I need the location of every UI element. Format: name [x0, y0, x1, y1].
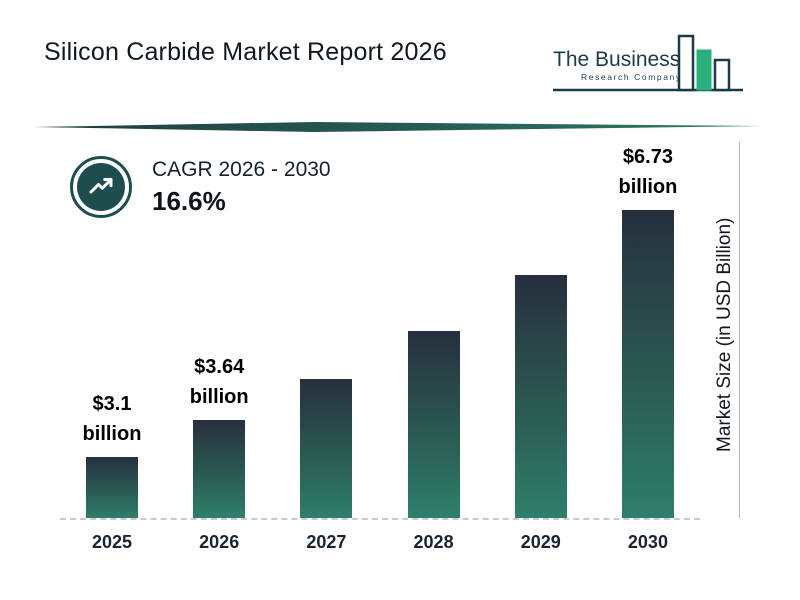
page-title: Silicon Carbide Market Report 2026: [44, 38, 447, 66]
x-axis-label: 2026: [199, 532, 240, 552]
bar-value-label: $3.1 billion: [82, 393, 142, 445]
logo-bars-icon: [553, 34, 743, 92]
bar-column: [382, 331, 486, 518]
cagr-texts: CAGR 2026 - 2030 16.6%: [152, 158, 331, 217]
bar: [407, 331, 460, 518]
trend-up-icon: [70, 156, 132, 218]
x-axis-label: 2025: [91, 532, 133, 552]
years-row: 2025 2026 2027 2028 2029 2030: [60, 532, 700, 553]
logo-text-line2: Research Company: [581, 72, 682, 82]
logo-text-line1: The Business: [553, 48, 680, 71]
bar-column: $6.73 billion: [596, 142, 700, 518]
trend-arrow-icon: [89, 178, 113, 194]
bar-column: $3.1 billion: [60, 389, 164, 518]
cagr-value: 16.6%: [152, 185, 226, 216]
bar: [193, 420, 246, 518]
y-axis-label: Market Size (in USD Billion): [714, 217, 735, 453]
bar-value-label: $3.64 billion: [189, 356, 249, 408]
x-axis-label: 2027: [306, 532, 347, 552]
bar-column: [274, 379, 378, 518]
cagr-badge: CAGR 2026 - 2030 16.6%: [70, 156, 331, 218]
bar: [86, 457, 138, 518]
x-axis-label: 2030: [627, 532, 668, 552]
header-divider: [34, 122, 766, 132]
bar: [300, 379, 353, 518]
bars-row: $3.1 billion $3.64 billion $6.73 billion: [60, 138, 700, 520]
bar: [514, 275, 567, 518]
x-axis-label: 2028: [413, 532, 454, 552]
bar-value-label: $6.73 billion: [618, 146, 678, 198]
trend-up-icon-circle: [77, 163, 125, 211]
company-logo: The Business Research Company: [553, 34, 743, 92]
x-axis-label: 2029: [520, 532, 561, 552]
bar: [621, 210, 674, 518]
cagr-label: CAGR 2026 - 2030: [152, 157, 331, 181]
bar-column: [489, 275, 593, 518]
bar-column: $3.64 billion: [167, 352, 271, 518]
y-axis-line: [739, 142, 740, 518]
bar-chart: $3.1 billion $3.64 billion $6.73 billion 2025…: [60, 138, 700, 552]
